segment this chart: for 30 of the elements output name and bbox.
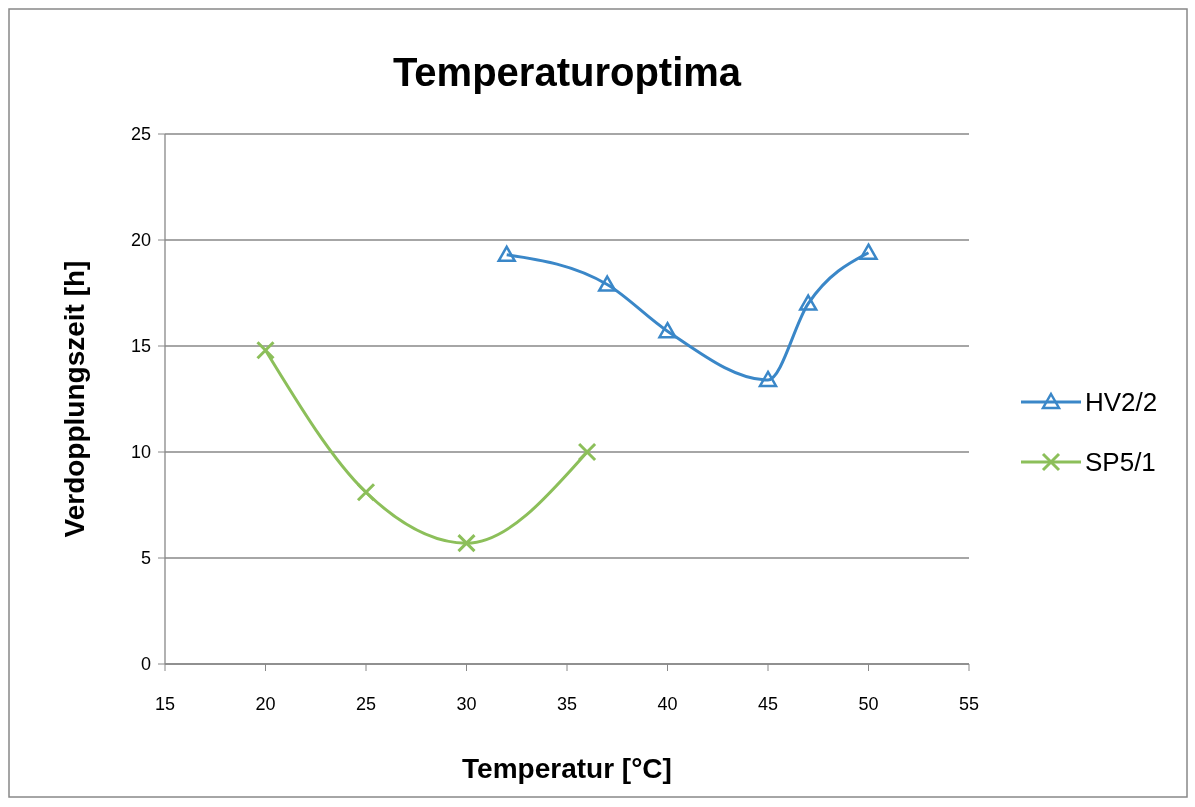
x-tick-label: 55 — [958, 694, 980, 714]
x-tick-label: 15 — [154, 694, 176, 714]
point — [577, 442, 597, 462]
point — [256, 340, 275, 360]
y-tick-label: 15 — [130, 336, 151, 356]
chart-title: Temperaturoptima — [392, 50, 742, 94]
point — [457, 533, 476, 553]
y-axis-title: Verdopplungszeit [h] — [59, 260, 90, 538]
y-tick-label: 25 — [130, 124, 151, 144]
y-tick-label: 5 — [140, 548, 151, 568]
legend-label: HV2/2 — [1085, 387, 1158, 417]
point — [859, 243, 878, 260]
point — [798, 294, 818, 311]
legend-label: SP5/1 — [1085, 447, 1156, 477]
y-tick-label: 0 — [140, 654, 151, 674]
x-tick-label: 30 — [456, 694, 477, 714]
point — [597, 275, 617, 292]
y-tick-label: 10 — [130, 442, 151, 462]
x-tick-label: 35 — [556, 694, 578, 714]
point — [356, 482, 376, 502]
point — [497, 245, 516, 263]
x-tick-label: 20 — [255, 694, 276, 714]
x-tick-label: 50 — [858, 694, 879, 714]
x-tick-label: 25 — [355, 694, 377, 714]
point — [758, 370, 778, 388]
x-axis-title: Temperatur [°C] — [462, 753, 672, 784]
x-tick-label: 45 — [757, 694, 779, 714]
y-tick-label: 20 — [130, 230, 151, 250]
x-tick-label: 40 — [657, 694, 678, 714]
point — [658, 321, 677, 339]
